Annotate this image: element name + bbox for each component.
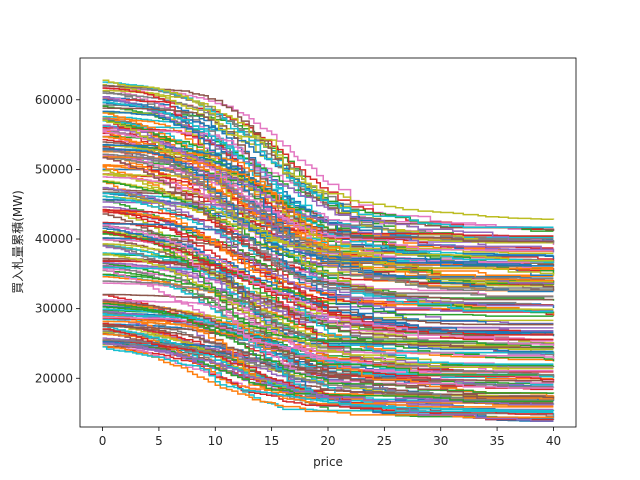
series-line	[102, 96, 554, 229]
series-line	[102, 131, 554, 252]
x-tick-label: 25	[377, 434, 392, 448]
series-line	[102, 257, 555, 349]
series-line	[102, 149, 554, 280]
series-line	[102, 224, 555, 347]
series-line	[102, 79, 555, 220]
series-line	[102, 148, 554, 267]
series-line	[102, 180, 555, 314]
x-tick-label: 20	[320, 434, 335, 448]
series-line	[102, 314, 554, 413]
y-tick-label: 40000	[35, 232, 73, 246]
series-line	[102, 322, 554, 388]
y-axis-label: 買入札量累積(MW)	[10, 190, 25, 294]
x-tick-label: 40	[546, 434, 561, 448]
series-line	[102, 119, 554, 262]
series-line	[102, 156, 554, 301]
series-line	[102, 95, 554, 242]
series-line	[102, 187, 554, 307]
x-tick-label: 35	[489, 434, 504, 448]
y-tick-label: 20000	[35, 371, 73, 385]
series-line	[102, 312, 554, 407]
x-tick-label: 10	[208, 434, 223, 448]
series-line	[102, 315, 555, 398]
series-line	[102, 153, 554, 298]
y-axis: 20000 30000 40000 50000 60000	[35, 93, 80, 385]
x-axis-label: price	[313, 455, 343, 469]
series-line	[102, 222, 554, 334]
series-layer	[102, 79, 555, 422]
y-tick-label: 30000	[35, 302, 73, 316]
series-line	[102, 107, 554, 243]
series-line	[102, 253, 554, 370]
series-line	[102, 127, 554, 249]
series-line	[102, 201, 554, 312]
x-tick-label: 30	[433, 434, 448, 448]
series-line	[102, 237, 554, 353]
series-line	[102, 261, 554, 369]
series-line	[102, 124, 555, 253]
series-line	[102, 342, 554, 422]
series-line	[102, 320, 554, 408]
series-line	[102, 346, 555, 412]
y-tick-label: 60000	[35, 93, 73, 107]
series-line	[102, 155, 554, 289]
y-tick-label: 50000	[35, 162, 73, 176]
x-axis: 0 5 10 15 20 25 30 35 40	[99, 427, 561, 448]
x-tick-label: 15	[264, 434, 279, 448]
x-tick-label: 0	[99, 434, 107, 448]
series-line	[102, 276, 555, 362]
x-tick-label: 5	[155, 434, 163, 448]
